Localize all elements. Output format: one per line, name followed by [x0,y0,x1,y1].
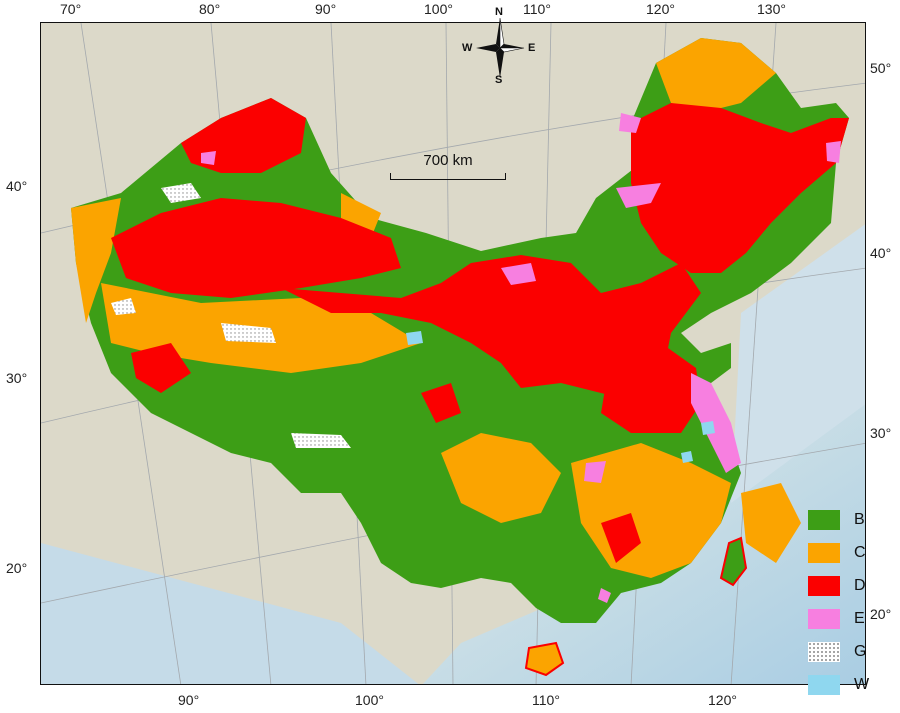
lon-tick-top: 80° [199,1,221,17]
legend-item: C [808,536,882,569]
legend-swatch [808,542,840,563]
legend-item: B [808,503,882,536]
legend-swatch [808,575,840,596]
island-hainan [524,641,565,677]
lon-tick-bottom: 110° [532,692,560,708]
region-g [111,183,351,448]
lon-tick-top: 90° [315,1,337,17]
legend-label: E [854,609,865,627]
legend-item: D [808,569,882,602]
lon-tick-top: 130° [757,1,786,17]
island-taiwan [719,536,748,587]
legend: B C D E G W [808,503,882,701]
lat-tick-right: 30° [870,425,892,441]
legend-swatch [808,509,840,530]
lat-tick-right: 50° [870,60,892,76]
compass-w: W [462,42,473,54]
sea-area [731,224,865,503]
lat-tick-left: 30° [6,370,28,386]
lat-tick-right: 40° [870,245,892,261]
region-w [406,331,715,463]
lon-tick-bottom: 120° [708,692,737,708]
lon-tick-top: 110° [523,1,551,17]
legend-label: B [854,510,865,528]
compass-s: S [495,74,503,86]
lat-tick-right: 20° [870,606,892,622]
legend-item: E [808,602,882,635]
legend-label: W [854,675,870,693]
map-canvas [41,23,865,684]
legend-label: D [854,576,866,594]
compass-n: N [495,6,503,18]
legend-label: G [854,642,867,660]
lon-tick-top: 120° [646,1,675,17]
lon-tick-top: 70° [60,1,82,17]
compass-rose-icon [476,17,525,78]
scale-bar-label: 700 km [423,152,473,169]
region-d [111,98,849,563]
lat-tick-left: 20° [6,560,28,576]
legend-label: C [854,543,866,561]
lon-tick-bottom: 100° [355,692,384,708]
legend-swatch [808,674,840,695]
sea-area [41,543,419,684]
north-arrow: N S W E [462,6,536,86]
legend-item: G [808,635,882,668]
scale-bar: 700 km [390,152,506,180]
lat-tick-left: 40° [6,178,28,194]
compass-e: E [528,42,536,54]
lon-tick-top: 100° [424,1,453,17]
legend-swatch [808,608,840,629]
map-frame [40,22,866,685]
region-e [201,113,841,603]
sea-area [422,404,865,684]
legend-swatch [808,641,840,662]
legend-item: W [808,668,882,701]
lon-tick-bottom: 90° [178,692,200,708]
scale-bar-line [390,173,506,180]
